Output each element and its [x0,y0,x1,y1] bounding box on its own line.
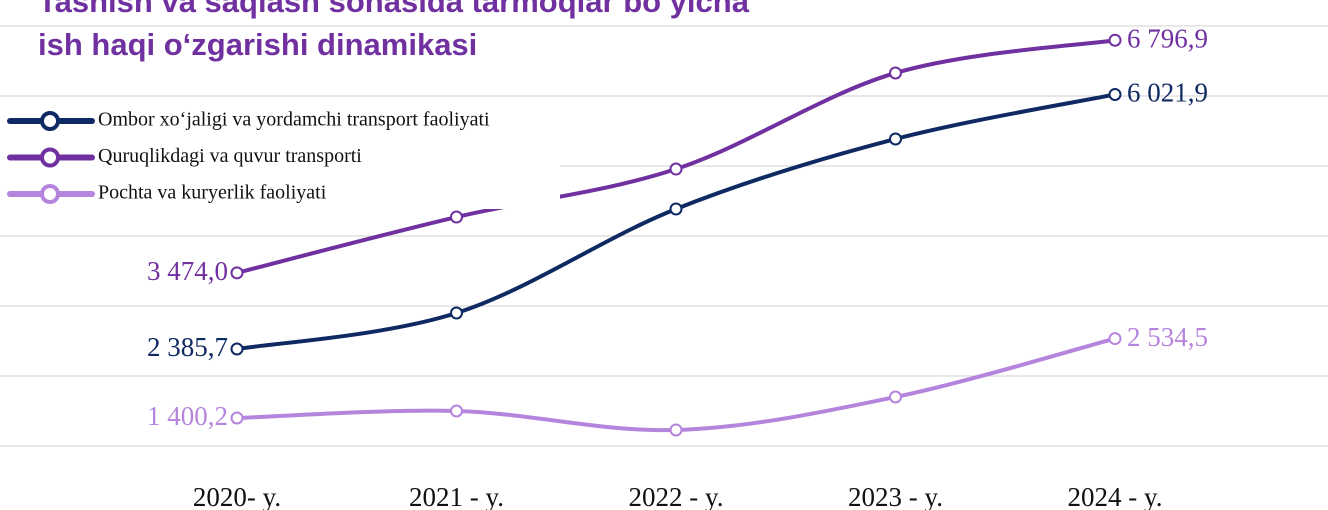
lines [236,38,1116,433]
series-line [236,336,1116,433]
x-tick-label: 2022 - y. [629,482,724,510]
x-tick-label: 2020- y. [193,482,281,510]
point [1108,332,1122,346]
data-label: 3 474,0 [147,256,228,286]
point [1108,87,1122,101]
data-label: 2 534,5 [1127,322,1208,352]
legend-label: Ombor xo‘jaligi va yordamchi transport f… [98,109,490,131]
point [230,342,244,356]
point [230,411,244,425]
x-tick-label: 2023 - y. [848,482,943,510]
legend-marker [40,147,60,168]
legend-marker [40,184,60,204]
point [450,210,463,224]
point [1108,33,1122,47]
data-label: 2 385,7 [147,332,228,362]
legend-label: Quruqlikdagi va quvur transporti [98,145,362,167]
legend-marker [40,111,60,131]
data-label: 6 796,9 [1127,23,1208,53]
point [889,390,902,404]
point [450,306,463,320]
x-tick-label: 2021 - y. [409,482,504,510]
chart-title: ish haqi o‘zgarishi dinamikasi [38,27,477,62]
point [230,266,244,280]
data-label: 1 400,2 [147,401,228,431]
point [669,162,683,176]
point [889,66,902,80]
point [669,423,683,437]
data-label: 6 021,9 [1127,78,1208,108]
point [669,202,683,216]
chart-title: Tashish va saqlash sohasida tarmoqlar bo… [38,0,750,19]
point [450,404,463,418]
point [889,132,902,146]
legend-label: Pochta va kuryerlik faoliyati [98,182,327,204]
x-tick-label: 2024 - y. [1068,482,1163,510]
